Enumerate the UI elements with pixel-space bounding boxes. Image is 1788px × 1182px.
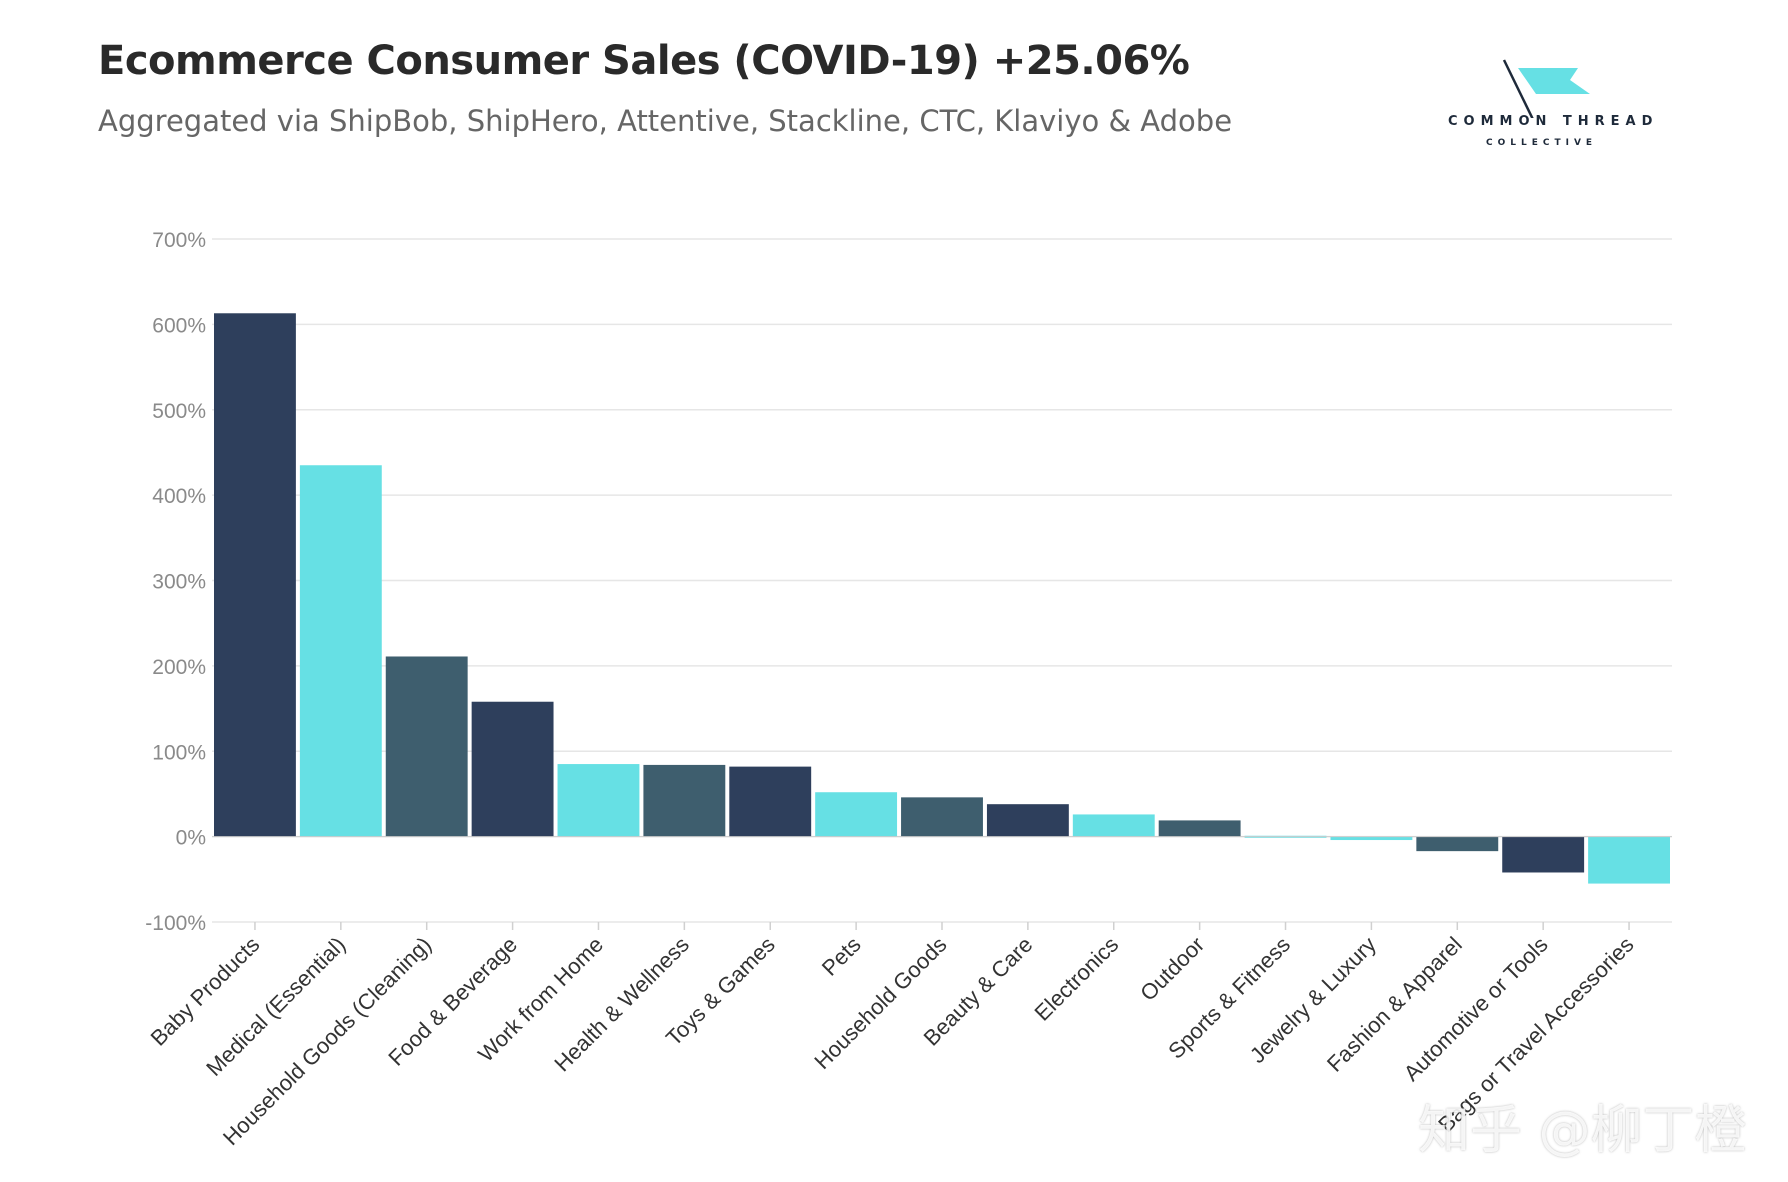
bar (901, 797, 983, 837)
bar (1416, 836, 1499, 852)
bar (1330, 836, 1413, 841)
watermark: 知乎 @柳丁橙 (1418, 1101, 1747, 1161)
y-tick-label: 600% (152, 314, 206, 337)
y-tick-label: 0% (176, 827, 206, 850)
chart-subtitle: Aggregated via ShipBob, ShipHero, Attent… (98, 104, 1233, 138)
y-tick-label: -100% (145, 912, 206, 935)
bar (214, 313, 296, 837)
y-tick-label: 300% (152, 571, 206, 594)
logo-subtitle: COLLECTIVE (1486, 138, 1598, 148)
logo-wordmark: COMMON THREAD (1448, 114, 1659, 129)
x-tick-label: Pets (817, 932, 866, 981)
bars (212, 313, 1672, 884)
bar (1072, 814, 1155, 837)
bar (643, 764, 726, 837)
y-tick-label: 100% (152, 741, 206, 764)
bar (471, 701, 554, 837)
x-tick-label: Automotive or Tools (1399, 932, 1553, 1086)
y-tick-label: 200% (152, 656, 206, 679)
chart-title: Ecommerce Consumer Sales (COVID-19) +25.… (98, 38, 1190, 84)
common-thread-logo: COMMON THREAD COLLECTIVE (1440, 58, 1652, 158)
bar (1502, 836, 1585, 873)
bar (986, 804, 1069, 837)
y-axis-ticks: -100% 0% 100% 200% 300% 400% 500% 600% 700% (145, 229, 206, 935)
bar (557, 764, 640, 837)
bar (729, 766, 812, 837)
x-tick-label: Outdoor (1135, 932, 1209, 1006)
bar (1158, 820, 1241, 837)
y-tick-label: 500% (152, 400, 206, 423)
bar (1588, 836, 1670, 884)
bar (385, 656, 468, 837)
y-tick-label: 700% (152, 229, 206, 252)
x-tick-label: Electronics (1030, 932, 1124, 1026)
y-tick-label: 400% (152, 485, 206, 508)
bar (815, 792, 898, 837)
bar (299, 465, 382, 837)
